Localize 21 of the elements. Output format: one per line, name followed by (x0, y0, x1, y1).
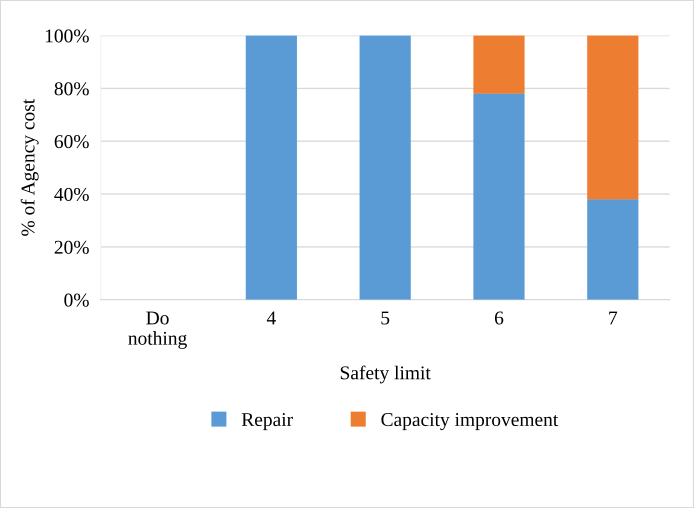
x-tick-label: 4 (266, 312, 276, 324)
bar (473, 36, 525, 94)
bar (587, 199, 638, 300)
y-tick-label: 80% (54, 82, 89, 96)
y-axis-title: % of Agency cost (20, 98, 39, 236)
bar (246, 36, 297, 300)
y-tick-label: 0% (64, 294, 89, 307)
y-tick-label: 40% (54, 188, 89, 202)
x-tick-label: 6 (494, 311, 504, 325)
legend-label: Repair (242, 413, 293, 430)
y-tick-label: 20% (54, 240, 89, 254)
bar (587, 36, 638, 200)
x-tick-label: 5 (381, 312, 390, 325)
y-tick-label: 60% (54, 135, 89, 148)
bar (473, 94, 525, 300)
x-axis-title: Safety limit (340, 366, 431, 384)
bar (360, 36, 411, 300)
x-tick-label: 7 (609, 312, 618, 324)
x-tick-label: Do nothing (128, 312, 187, 349)
y-tick-label: 100% (46, 29, 89, 43)
legend-label: Capacity improvement (381, 413, 558, 430)
